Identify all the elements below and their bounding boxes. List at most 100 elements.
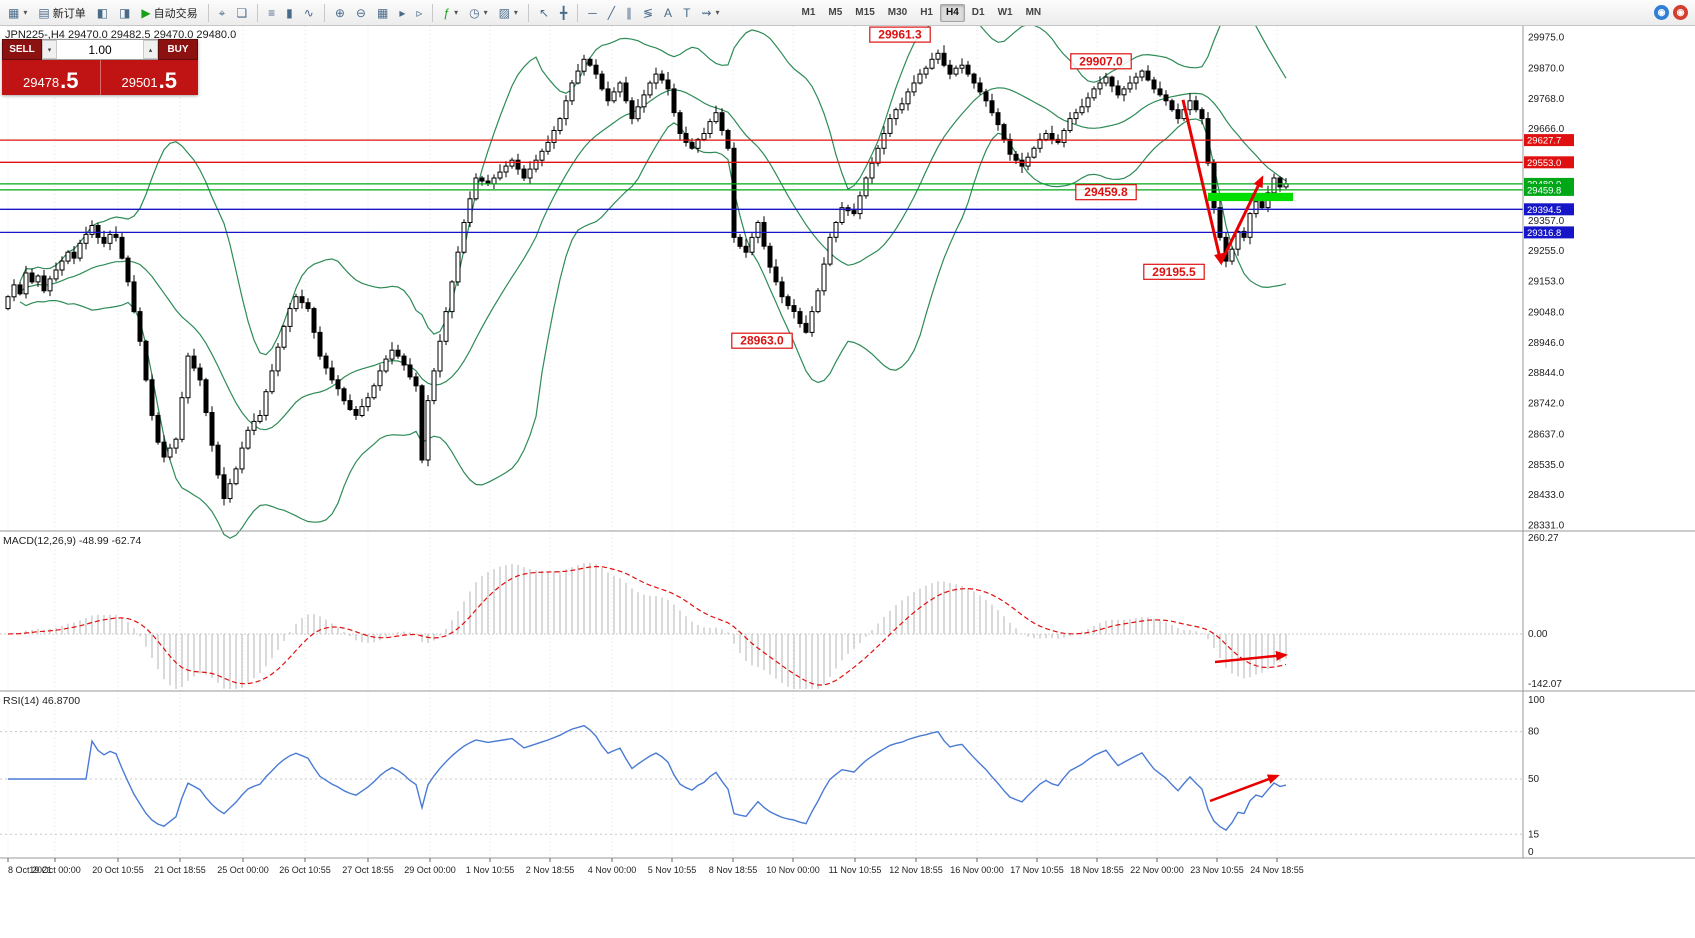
rsi-axis-label: 80: [1528, 727, 1540, 738]
channel-button[interactable]: ∥: [621, 3, 637, 23]
macd-axis-label: 260.27: [1528, 533, 1559, 544]
label-button[interactable]: T: [678, 3, 695, 23]
price-level-badge: 29553.0: [1524, 156, 1574, 169]
price-annotation[interactable]: 29195.5: [1143, 263, 1205, 280]
price-annotation[interactable]: 28963.0: [731, 332, 793, 349]
time-axis-label: 5 Nov 10:55: [648, 865, 697, 875]
timeframe-d1-button[interactable]: D1: [971, 7, 985, 18]
sell-price-main: 29478: [22, 75, 60, 91]
main-toolbar: ▦ ▾ ▤ 新订单 ◧ ◨ ▶ 自动交易 ⌖ ❏ ≡ ▮ ∿ ⊕ ⊖ ▦ ▸ ▹ ƒ ▾ ◷ ▾ ▨ ▾ ↖ ╋ ─ ╱ ∥ ≶ A T ⇝ ▾ M…: [0, 0, 1695, 26]
fibonacci-icon: ≶: [642, 5, 654, 20]
toolbar-separator: [257, 3, 259, 22]
symbol-ohlc-info: JPN225-,H4 29470.0 29482.5 29470.0 29480…: [5, 29, 237, 41]
toolbar-separator: [432, 3, 434, 22]
rsi-axis-label: 15: [1528, 829, 1540, 840]
price-chart-svg[interactable]: 29961.3 29907.0 29459.8 29195.5 28963.0 29975…: [0, 26, 1695, 938]
timeframe-h1-button[interactable]: H1: [920, 7, 933, 18]
navigator-button[interactable]: ⌖: [214, 3, 231, 23]
sell-button[interactable]: SELL: [2, 39, 42, 60]
time-axis-label: 22 Nov 00:00: [1130, 865, 1184, 875]
channel-icon: ∥: [625, 5, 632, 20]
price-axis-label: 28946.0: [1528, 338, 1565, 349]
trendline-icon: ╱: [607, 5, 615, 20]
periods-button-dropdown-icon[interactable]: ▾: [483, 8, 488, 17]
price-axis-label: 29357.0: [1528, 216, 1565, 227]
trendline-button[interactable]: ╱: [603, 3, 620, 23]
time-axis-label: 26 Oct 10:55: [279, 865, 331, 875]
time-axis-label: 17 Nov 10:55: [1010, 865, 1064, 875]
data-window-button[interactable]: ◨: [114, 3, 135, 23]
macd-panel: [0, 562, 1523, 689]
time-axis-label: 18 Nov 18:55: [1070, 865, 1124, 875]
templates-button-dropdown-icon[interactable]: ▾: [513, 8, 518, 17]
rsi-panel: [0, 724, 1523, 835]
trend-arrow[interactable]: [1219, 175, 1264, 264]
timeframe-mn-button[interactable]: MN: [1025, 7, 1042, 18]
candlestick-chart-button[interactable]: ▮: [281, 3, 298, 23]
auto-scroll-button[interactable]: ▸: [394, 3, 410, 23]
crosshair-button[interactable]: ╋: [555, 3, 572, 23]
zoom-in-button[interactable]: ⊕: [330, 3, 350, 23]
arrows-button-dropdown-icon[interactable]: ▾: [715, 8, 720, 17]
candles-layer: [5, 45, 1289, 506]
volume-input[interactable]: [57, 40, 143, 59]
text-button[interactable]: A: [659, 3, 677, 23]
cursor-button[interactable]: ↖: [534, 3, 554, 23]
trend-arrow[interactable]: [1209, 774, 1280, 803]
horizontal-line-button[interactable]: ─: [583, 3, 602, 23]
templates-button[interactable]: ▨ ▾: [494, 3, 523, 23]
new-chart-button[interactable]: ▦ ▾: [3, 3, 32, 23]
time-axis-label: 2 Nov 18:55: [526, 865, 575, 875]
time-axis-label: 23 Nov 10:55: [1190, 865, 1244, 875]
indicators-button-dropdown-icon[interactable]: ▾: [454, 8, 459, 17]
buy-button[interactable]: BUY: [158, 39, 198, 60]
arrows-button[interactable]: ⇝ ▾: [696, 3, 724, 23]
buy-price[interactable]: 29501 .5: [100, 60, 198, 95]
periods-button[interactable]: ◷ ▾: [464, 3, 493, 23]
sell-price[interactable]: 29478 .5: [2, 60, 101, 95]
toolbar-separator: [577, 3, 579, 22]
horizontal-levels: [0, 139, 1523, 234]
community-icon[interactable]: ◉: [1654, 5, 1669, 20]
terminal-button[interactable]: ❏: [231, 3, 252, 23]
new-order-button[interactable]: ▤ 新订单: [33, 3, 90, 23]
chart-shift-button[interactable]: ▹: [411, 3, 427, 23]
volume-decrease-button[interactable]: ▾: [42, 40, 57, 59]
bars-chart-button[interactable]: ≡: [263, 3, 280, 23]
market-watch-icon: ◧: [96, 5, 109, 20]
timeframe-m15-button[interactable]: M15: [855, 7, 875, 18]
timeframe-m1-button[interactable]: M1: [801, 7, 816, 18]
chart-area[interactable]: 29961.3 29907.0 29459.8 29195.5 28963.0 29975…: [0, 26, 1695, 938]
svg-text:29316.8: 29316.8: [1527, 228, 1561, 239]
new-chart-icon: ▦: [8, 5, 20, 20]
cursor-icon: ↖: [538, 5, 549, 20]
volume-increase-button[interactable]: ▴: [143, 40, 158, 59]
timeframe-h4-button[interactable]: H4: [940, 3, 965, 22]
line-chart-button[interactable]: ∿: [299, 3, 319, 23]
timeframe-w1-button[interactable]: W1: [997, 7, 1013, 18]
tile-windows-button[interactable]: ▦: [372, 3, 393, 23]
new-chart-button-dropdown-icon[interactable]: ▾: [23, 8, 28, 17]
auto-trading-button[interactable]: ▶ 自动交易: [136, 3, 202, 23]
indicators-button[interactable]: ƒ ▾: [438, 3, 463, 23]
terminal-icon: ❏: [236, 5, 248, 20]
price-axis-label: 29666.0: [1528, 124, 1565, 135]
crosshair-icon: ╋: [560, 5, 568, 20]
trend-arrow[interactable]: [1214, 650, 1288, 664]
alerts-icon[interactable]: ◉: [1673, 5, 1688, 20]
chart-shift-icon: ▹: [416, 5, 423, 20]
horizontal-line-icon: ─: [588, 5, 597, 20]
timeframe-m5-button[interactable]: M5: [828, 7, 843, 18]
green-highlight-bar[interactable]: [1208, 192, 1293, 202]
trend-arrow[interactable]: [1181, 99, 1224, 266]
timeframe-m30-button[interactable]: M30: [887, 7, 908, 18]
market-watch-button[interactable]: ◧: [92, 3, 113, 23]
data-window-icon: ◨: [119, 5, 131, 20]
zoom-out-button[interactable]: ⊖: [351, 3, 371, 23]
price-annotation[interactable]: 29459.8: [1075, 184, 1137, 201]
price-level-badge: 29316.8: [1524, 226, 1574, 239]
macd-axis-label: 0.00: [1528, 629, 1548, 640]
fibonacci-button[interactable]: ≶: [638, 3, 658, 23]
price-annotation[interactable]: 29961.3: [869, 26, 931, 43]
price-annotation[interactable]: 29907.0: [1070, 53, 1132, 70]
